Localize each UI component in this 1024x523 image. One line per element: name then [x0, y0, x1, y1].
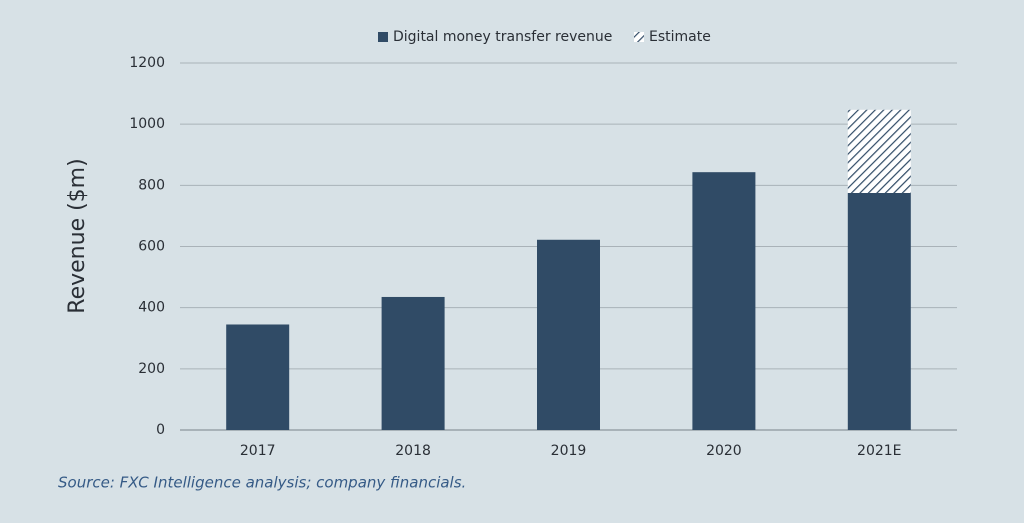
y-tick-label: 0 — [156, 422, 165, 438]
x-tick-label: 2020 — [706, 443, 742, 459]
bar — [847, 192, 911, 430]
x-tick-label: 2017 — [240, 443, 276, 459]
bar — [537, 239, 600, 430]
legend-label: Digital money transfer revenue — [393, 29, 612, 45]
x-tick-label: 2018 — [395, 443, 431, 459]
bar — [381, 296, 445, 430]
y-tick-label: 1000 — [129, 116, 165, 132]
source-note: Source: FXC Intelligence analysis; compa… — [58, 474, 466, 492]
x-tick-label: 2019 — [551, 443, 587, 459]
y-axis-label: Revenue ($m) — [65, 158, 90, 313]
legend-swatch — [378, 32, 388, 42]
y-tick-label: 800 — [138, 177, 165, 193]
bar — [692, 172, 756, 430]
bar — [847, 109, 911, 193]
y-tick-label: 600 — [138, 239, 165, 255]
legend-swatch — [634, 32, 644, 42]
bar — [226, 324, 290, 430]
y-tick-label: 200 — [138, 361, 165, 377]
y-tick-label: 1200 — [129, 55, 165, 71]
x-tick-label: 2021E — [857, 443, 901, 459]
y-tick-label: 400 — [138, 300, 165, 316]
legend-label: Estimate — [649, 29, 711, 45]
